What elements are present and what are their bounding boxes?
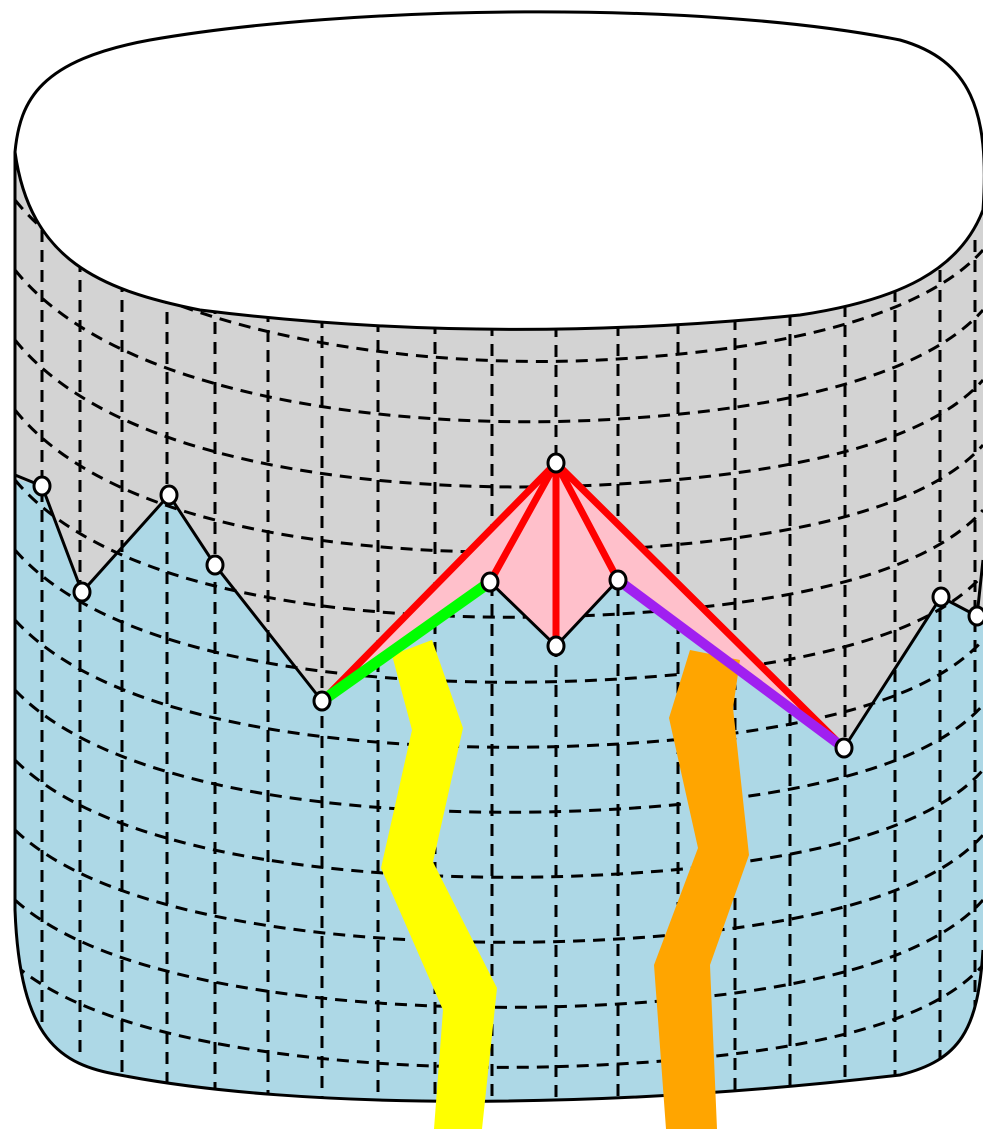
triangulated-patch [322, 463, 844, 748]
cylinder-top-ellipse [13, 10, 983, 331]
yellow-path [381, 640, 497, 1129]
vertex [32, 475, 52, 497]
cylinder-side-lower [15, 475, 983, 1102]
vertex-markers [32, 452, 983, 759]
vertex [931, 586, 951, 608]
purple-edge [615, 575, 847, 753]
vertex [546, 635, 566, 657]
vertex-apex [546, 452, 566, 474]
vertex [480, 571, 500, 593]
vertex [834, 737, 854, 759]
vertex [312, 690, 332, 712]
vertex [159, 484, 179, 506]
vertex [72, 581, 92, 603]
orange-path [654, 650, 749, 1129]
vertex [608, 569, 628, 591]
boundary-polyline-right [842, 559, 983, 749]
cylinder-outline [13, 152, 983, 1103]
red-fan-edges [318, 459, 848, 752]
vertex [967, 605, 983, 627]
vertex [205, 554, 225, 576]
green-edge [318, 577, 494, 706]
